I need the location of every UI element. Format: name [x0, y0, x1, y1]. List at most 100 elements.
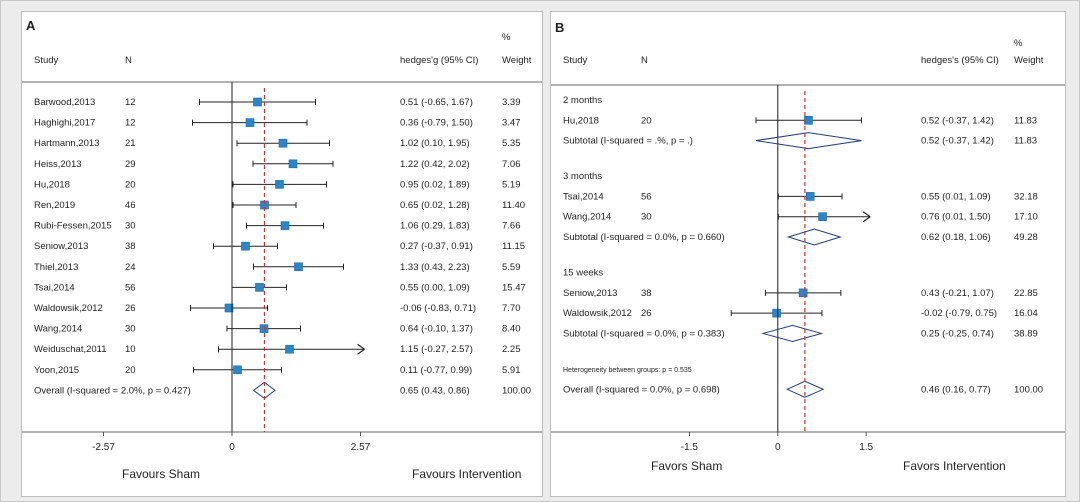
point-estimate: [804, 116, 813, 125]
effect-ci-text: 0.36 (-0.79, 1.50): [400, 118, 473, 129]
header-pct: %: [1014, 38, 1023, 49]
study-label: Tsai,2014: [34, 282, 75, 293]
study-label: Hu,2018: [563, 115, 599, 126]
study-label: Hu,2018: [34, 179, 70, 190]
point-estimate: [772, 308, 781, 318]
study-n: 30: [125, 324, 136, 335]
effect-ci-text: -0.02 (-0.79, 0.75): [921, 308, 997, 319]
weight-text: 32.18: [1014, 191, 1038, 202]
x-tick-label: -2.57: [92, 442, 115, 453]
weight-text: 5.19: [502, 179, 521, 190]
header-n: N: [641, 55, 648, 66]
study-label: Heiss,2013: [34, 159, 82, 170]
study-n: 46: [125, 200, 136, 211]
group-label: 15 weeks: [563, 268, 603, 279]
effect-ci-text: 0.52 (-0.37, 1.42): [921, 136, 994, 147]
effect-ci-text: 0.62 (0.18, 1.06): [921, 232, 991, 243]
weight-text: 7.70: [502, 303, 521, 314]
study-n: 56: [641, 191, 652, 202]
study-label: Wang,2014: [563, 212, 611, 223]
study-n: 26: [125, 303, 136, 314]
pooled-label: Subtotal (I-squared = 0.0%, p = 0.660): [563, 232, 725, 243]
point-estimate: [233, 365, 242, 375]
weight-text: 8.40: [502, 324, 521, 335]
weight-text: 17.10: [1014, 212, 1038, 223]
study-label: Wang,2014: [34, 324, 82, 335]
effect-ci-text: 0.43 (-0.21, 1.07): [921, 288, 994, 299]
study-label: Seniow,2013: [563, 288, 617, 299]
study-label: Haghighi,2017: [34, 118, 95, 129]
pooled-diamond: [761, 324, 824, 342]
study-n: 24: [125, 262, 136, 273]
ci-arrow: [357, 343, 365, 355]
heterogeneity-note: Heterogeneity between groups: p = 0.535: [563, 367, 692, 374]
weight-text: 3.47: [502, 118, 521, 129]
weight-text: 100.00: [502, 385, 531, 396]
study-label: Waldowsik,2012: [34, 303, 103, 314]
weight-text: 5.35: [502, 138, 521, 149]
effect-ci-text: 1.02 (0.10, 1.95): [400, 138, 470, 149]
point-estimate: [818, 212, 827, 222]
point-estimate: [245, 118, 255, 127]
header-weight: Weight: [1014, 55, 1044, 66]
effect-ci-text: 0.27 (-0.37, 0.91): [400, 241, 473, 252]
weight-text: 16.04: [1014, 308, 1038, 319]
point-estimate: [288, 159, 298, 169]
panel-label: B: [555, 20, 564, 35]
point-estimate: [280, 221, 290, 230]
group-label: 3 months: [563, 171, 602, 182]
point-estimate: [275, 180, 284, 189]
header-effect: hedges's (95% CI): [921, 55, 999, 66]
study-n: 26: [641, 308, 652, 319]
effect-ci-text: 0.65 (0.02, 1.28): [400, 200, 470, 211]
x-tick-label: -1.5: [681, 442, 699, 453]
weight-text: 2.25: [502, 344, 521, 355]
panel-label: A: [26, 18, 36, 33]
weight-text: 38.89: [1014, 328, 1038, 339]
effect-ci-text: 1.15 (-0.27, 2.57): [400, 344, 473, 355]
effect-ci-text: 1.22 (0.42, 2.02): [400, 159, 470, 170]
study-label: Tsai,2014: [563, 191, 604, 202]
study-label: Waldowsik,2012: [563, 308, 632, 319]
x-tick-label: 0: [775, 442, 781, 453]
effect-ci-text: 0.55 (0.01, 1.09): [921, 191, 991, 202]
effect-ci-text: -0.06 (-0.83, 0.71): [400, 303, 476, 314]
effect-ci-text: 0.46 (0.16, 0.77): [921, 384, 991, 395]
study-n: 12: [125, 97, 136, 108]
effect-ci-text: 0.95 (0.02, 1.89): [400, 179, 470, 190]
study-n: 38: [125, 241, 136, 252]
study-n: 20: [641, 115, 652, 126]
study-label: Hartmann,2013: [34, 138, 99, 149]
study-n: 29: [125, 159, 136, 170]
point-estimate: [241, 241, 250, 251]
effect-ci-text: 0.11 (-0.77, 0.99): [400, 365, 472, 376]
point-estimate: [278, 138, 288, 148]
effect-ci-text: 0.64 (-0.10, 1.37): [400, 324, 473, 335]
point-estimate: [805, 192, 815, 201]
weight-text: 22.85: [1014, 288, 1038, 299]
study-n: 21: [125, 138, 136, 149]
effect-ci-text: 0.51 (-0.65, 1.67): [400, 97, 473, 108]
ci-arrow: [862, 211, 871, 223]
weight-text: 49.28: [1014, 232, 1038, 243]
study-n: 30: [125, 221, 136, 232]
header-weight: Weight: [502, 55, 532, 66]
weight-text: 11.83: [1014, 115, 1037, 126]
favors-left-label: Favours Sham: [122, 467, 200, 481]
weight-text: 11.15: [502, 241, 525, 252]
header-n: N: [125, 55, 132, 66]
effect-ci-text: 0.76 (0.01, 1.50): [921, 212, 991, 223]
header-study: Study: [34, 55, 59, 66]
weight-text: 15.47: [502, 282, 526, 293]
study-n: 30: [641, 212, 652, 223]
study-label: Seniow,2013: [34, 241, 88, 252]
study-n: 38: [641, 288, 652, 299]
favors-left-label: Favors Sham: [651, 459, 722, 473]
effect-ci-text: 0.65 (0.43, 0.86): [400, 385, 470, 396]
study-n: 20: [125, 365, 136, 376]
pooled-diamond: [786, 380, 825, 398]
